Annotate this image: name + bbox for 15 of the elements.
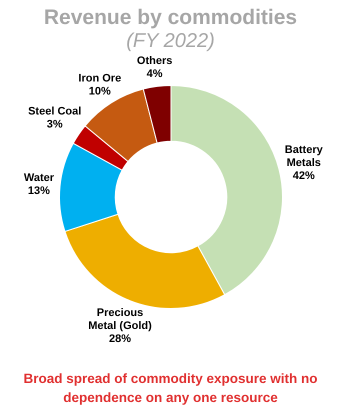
slice-label: Water <box>24 172 55 184</box>
slice-label: Battery Metals <box>284 144 324 169</box>
data-label: 3% <box>46 118 63 130</box>
slice-label: Iron Ore <box>78 72 122 84</box>
slice-label: Others <box>136 54 172 67</box>
slice-label: Precious Metal (Gold) <box>88 306 152 332</box>
data-label: 10% <box>88 85 112 98</box>
data-label: 42% <box>292 170 315 182</box>
slice-label: Steel Coal <box>28 105 82 118</box>
data-label: 28% <box>109 332 132 345</box>
chart-subtitle: (FY 2022) <box>125 30 216 53</box>
data-label: 4% <box>146 68 163 80</box>
data-label: 13% <box>28 185 50 198</box>
text: Broad spread of commodity exposure with no dependence on any one resource <box>22 370 319 407</box>
chart-title: Revenue by commodities <box>42 6 298 30</box>
